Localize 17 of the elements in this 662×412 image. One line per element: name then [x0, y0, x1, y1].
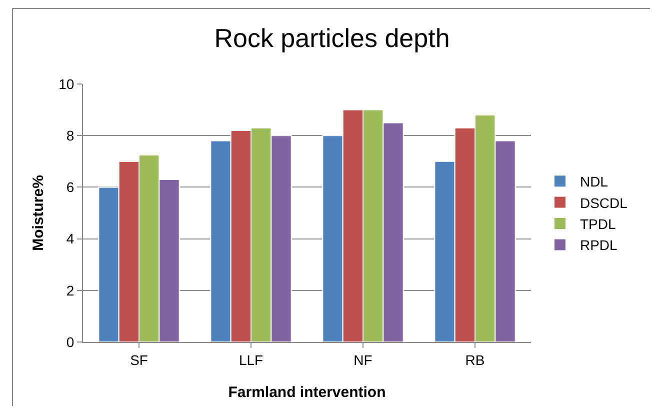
legend-label: NDL	[580, 174, 608, 190]
x-tick-label: SF	[130, 352, 148, 368]
x-axis-title: Farmland intervention	[228, 384, 386, 401]
y-tick-label: 8	[66, 128, 74, 144]
legend-label: RPDL	[580, 237, 618, 254]
y-tick-label: 0	[66, 334, 74, 350]
y-tick-label: 4	[66, 230, 74, 247]
x-tick-label: RB	[465, 352, 485, 368]
y-tick-label: 2	[66, 282, 74, 298]
x-tick-label: LLF	[238, 352, 264, 368]
chart-title: Rock particles depth	[214, 23, 450, 54]
legend-label: TPDL	[580, 216, 616, 232]
y-axis-title: Moisture%	[30, 175, 47, 251]
y-tick-label: 6	[66, 179, 74, 196]
x-tick-label: NF	[354, 352, 372, 368]
y-tick-label: 10	[58, 76, 74, 92]
legend-label: DSCDL	[580, 194, 628, 211]
